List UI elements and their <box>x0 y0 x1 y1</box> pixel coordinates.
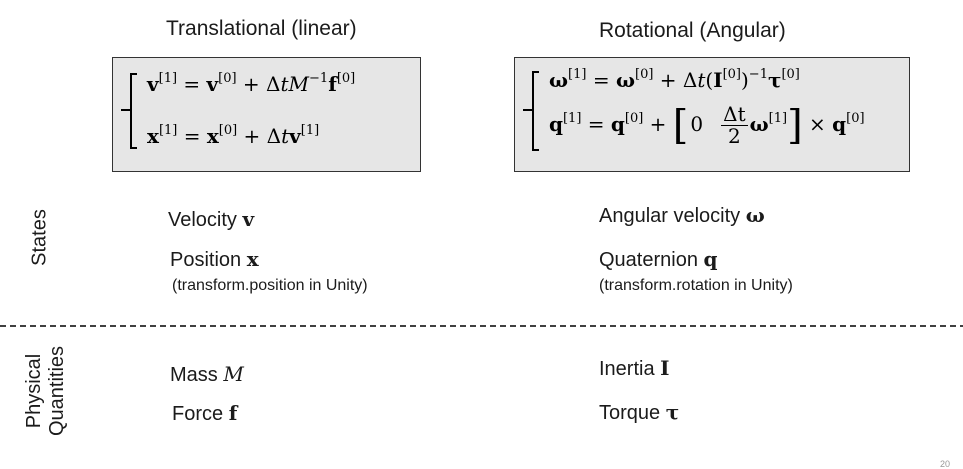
translational-title: Translational (linear) <box>166 17 357 40</box>
eq-operator: = <box>581 112 611 136</box>
eq-superscript: [0] <box>722 67 741 82</box>
eq-superscript: [1] <box>568 67 587 82</box>
eq-symbol: v <box>206 72 219 96</box>
translational-equation-box: v[1] = v[0] + ΔtM−1f[0] x[1] = x[0] + Δt… <box>112 57 421 172</box>
label-symbol: v <box>242 207 255 231</box>
label-text: Quaternion <box>599 249 704 271</box>
label-symbol: τ <box>665 400 680 424</box>
angular-velocity-label: Angular velocity ω <box>599 203 765 228</box>
torque-label: Torque τ <box>599 400 679 425</box>
label-text: Velocity <box>168 209 243 231</box>
eq-bracket: ] <box>787 102 803 149</box>
label-text: Mass <box>170 364 224 386</box>
eq-symbol: t <box>280 72 289 96</box>
eq-superscript: [1] <box>562 111 582 126</box>
eq-superscript: [0] <box>218 123 238 138</box>
section-divider <box>0 325 963 327</box>
eq-symbol: ω <box>749 112 769 136</box>
eq-symbol: v <box>147 72 159 96</box>
eq-operator: + Δ <box>653 68 698 92</box>
eq-symbol: M <box>288 72 310 96</box>
eq-symbol: f <box>328 72 337 96</box>
eq-paren: ) <box>740 68 749 92</box>
label-text: Position <box>170 249 247 271</box>
eq-superscript: −1 <box>309 71 329 86</box>
eq-superscript: −1 <box>748 67 768 82</box>
label-symbol: f <box>228 401 238 425</box>
eq-superscript: [1] <box>768 111 788 126</box>
eq-paren: ( <box>705 68 714 92</box>
eq-symbol: 0 <box>690 112 704 136</box>
eq-superscript: [0] <box>336 71 356 86</box>
eq-superscript: [1] <box>158 71 178 86</box>
eq-fraction-denominator: 2 <box>728 124 741 148</box>
eq-superscript: [0] <box>635 67 654 82</box>
label-text: Torque <box>599 402 666 424</box>
states-section-label: States <box>28 209 51 266</box>
rotational-equation-box: ω[1] = ω[0] + Δt(I[0])−1τ[0] q[1] = q[0]… <box>514 57 910 172</box>
quaternion-note: (transform.rotation in Unity) <box>599 277 793 294</box>
left-brace-icon <box>121 73 137 149</box>
label-text: Angular velocity <box>599 205 746 227</box>
left-brace-icon <box>523 71 539 151</box>
page-number: 20 <box>940 459 951 469</box>
eq-symbol: q <box>549 112 563 136</box>
velocity-label: Velocity v <box>168 207 254 232</box>
label-symbol: x <box>246 247 259 271</box>
section-label-line: Physical <box>23 353 45 429</box>
eq-symbol: q <box>610 112 625 136</box>
force-label: Force f <box>172 401 237 426</box>
eq-operator: + <box>643 112 673 136</box>
eq-symbol: x <box>206 124 219 148</box>
eq-operator: + Δ <box>237 124 282 148</box>
angular-velocity-update-equation: ω[1] = ω[0] + Δt(I[0])−1τ[0] <box>549 68 800 92</box>
eq-operator: + Δ <box>236 72 281 96</box>
physical-quantities-section-label: Physical Quantities <box>23 333 69 449</box>
label-symbol: ω <box>745 203 765 227</box>
rotational-title: Rotational (Angular) <box>599 19 786 42</box>
eq-symbol: ω <box>549 68 569 92</box>
eq-bracket: [ <box>672 102 689 149</box>
inertia-label: Inertia I <box>599 356 670 381</box>
velocity-update-equation: v[1] = v[0] + ΔtM−1f[0] <box>147 72 355 96</box>
eq-superscript: [0] <box>781 67 800 82</box>
label-symbol: M <box>223 362 244 386</box>
section-label-line: Quantities <box>46 345 68 437</box>
eq-symbol: x <box>147 124 159 148</box>
eq-operator: × <box>802 112 833 136</box>
quaternion-update-equation: q[1] = q[0] + [0 Δt 2 ω[1]] × q[0] <box>549 104 865 147</box>
eq-symbol: ω <box>615 68 635 92</box>
eq-symbol: t <box>697 68 706 92</box>
eq-symbol: I <box>713 68 723 92</box>
eq-superscript: [0] <box>218 71 237 86</box>
label-text: Inertia <box>599 358 661 380</box>
eq-symbol: t <box>281 124 290 148</box>
eq-operator: = <box>586 68 616 92</box>
eq-superscript: [1] <box>300 123 320 138</box>
eq-symbol: q <box>832 112 847 136</box>
label-text: Force <box>172 403 229 425</box>
eq-fraction: Δt 2 <box>721 102 748 148</box>
eq-superscript: [0] <box>846 111 865 126</box>
eq-symbol: τ <box>767 68 782 92</box>
position-update-equation: x[1] = x[0] + Δtv[1] <box>147 124 319 148</box>
label-symbol: I <box>660 356 670 380</box>
eq-operator: = <box>177 72 207 96</box>
eq-symbol: v <box>289 124 301 148</box>
quaternion-label: Quaternion q <box>599 247 718 272</box>
position-note: (transform.position in Unity) <box>172 277 368 294</box>
eq-operator: = <box>177 124 207 148</box>
mass-label: Mass M <box>170 362 244 387</box>
eq-fraction-numerator: Δt <box>721 102 748 126</box>
eq-superscript: [1] <box>158 123 178 138</box>
label-symbol: q <box>703 247 718 271</box>
eq-superscript: [0] <box>624 111 644 126</box>
position-label: Position x <box>170 247 259 272</box>
